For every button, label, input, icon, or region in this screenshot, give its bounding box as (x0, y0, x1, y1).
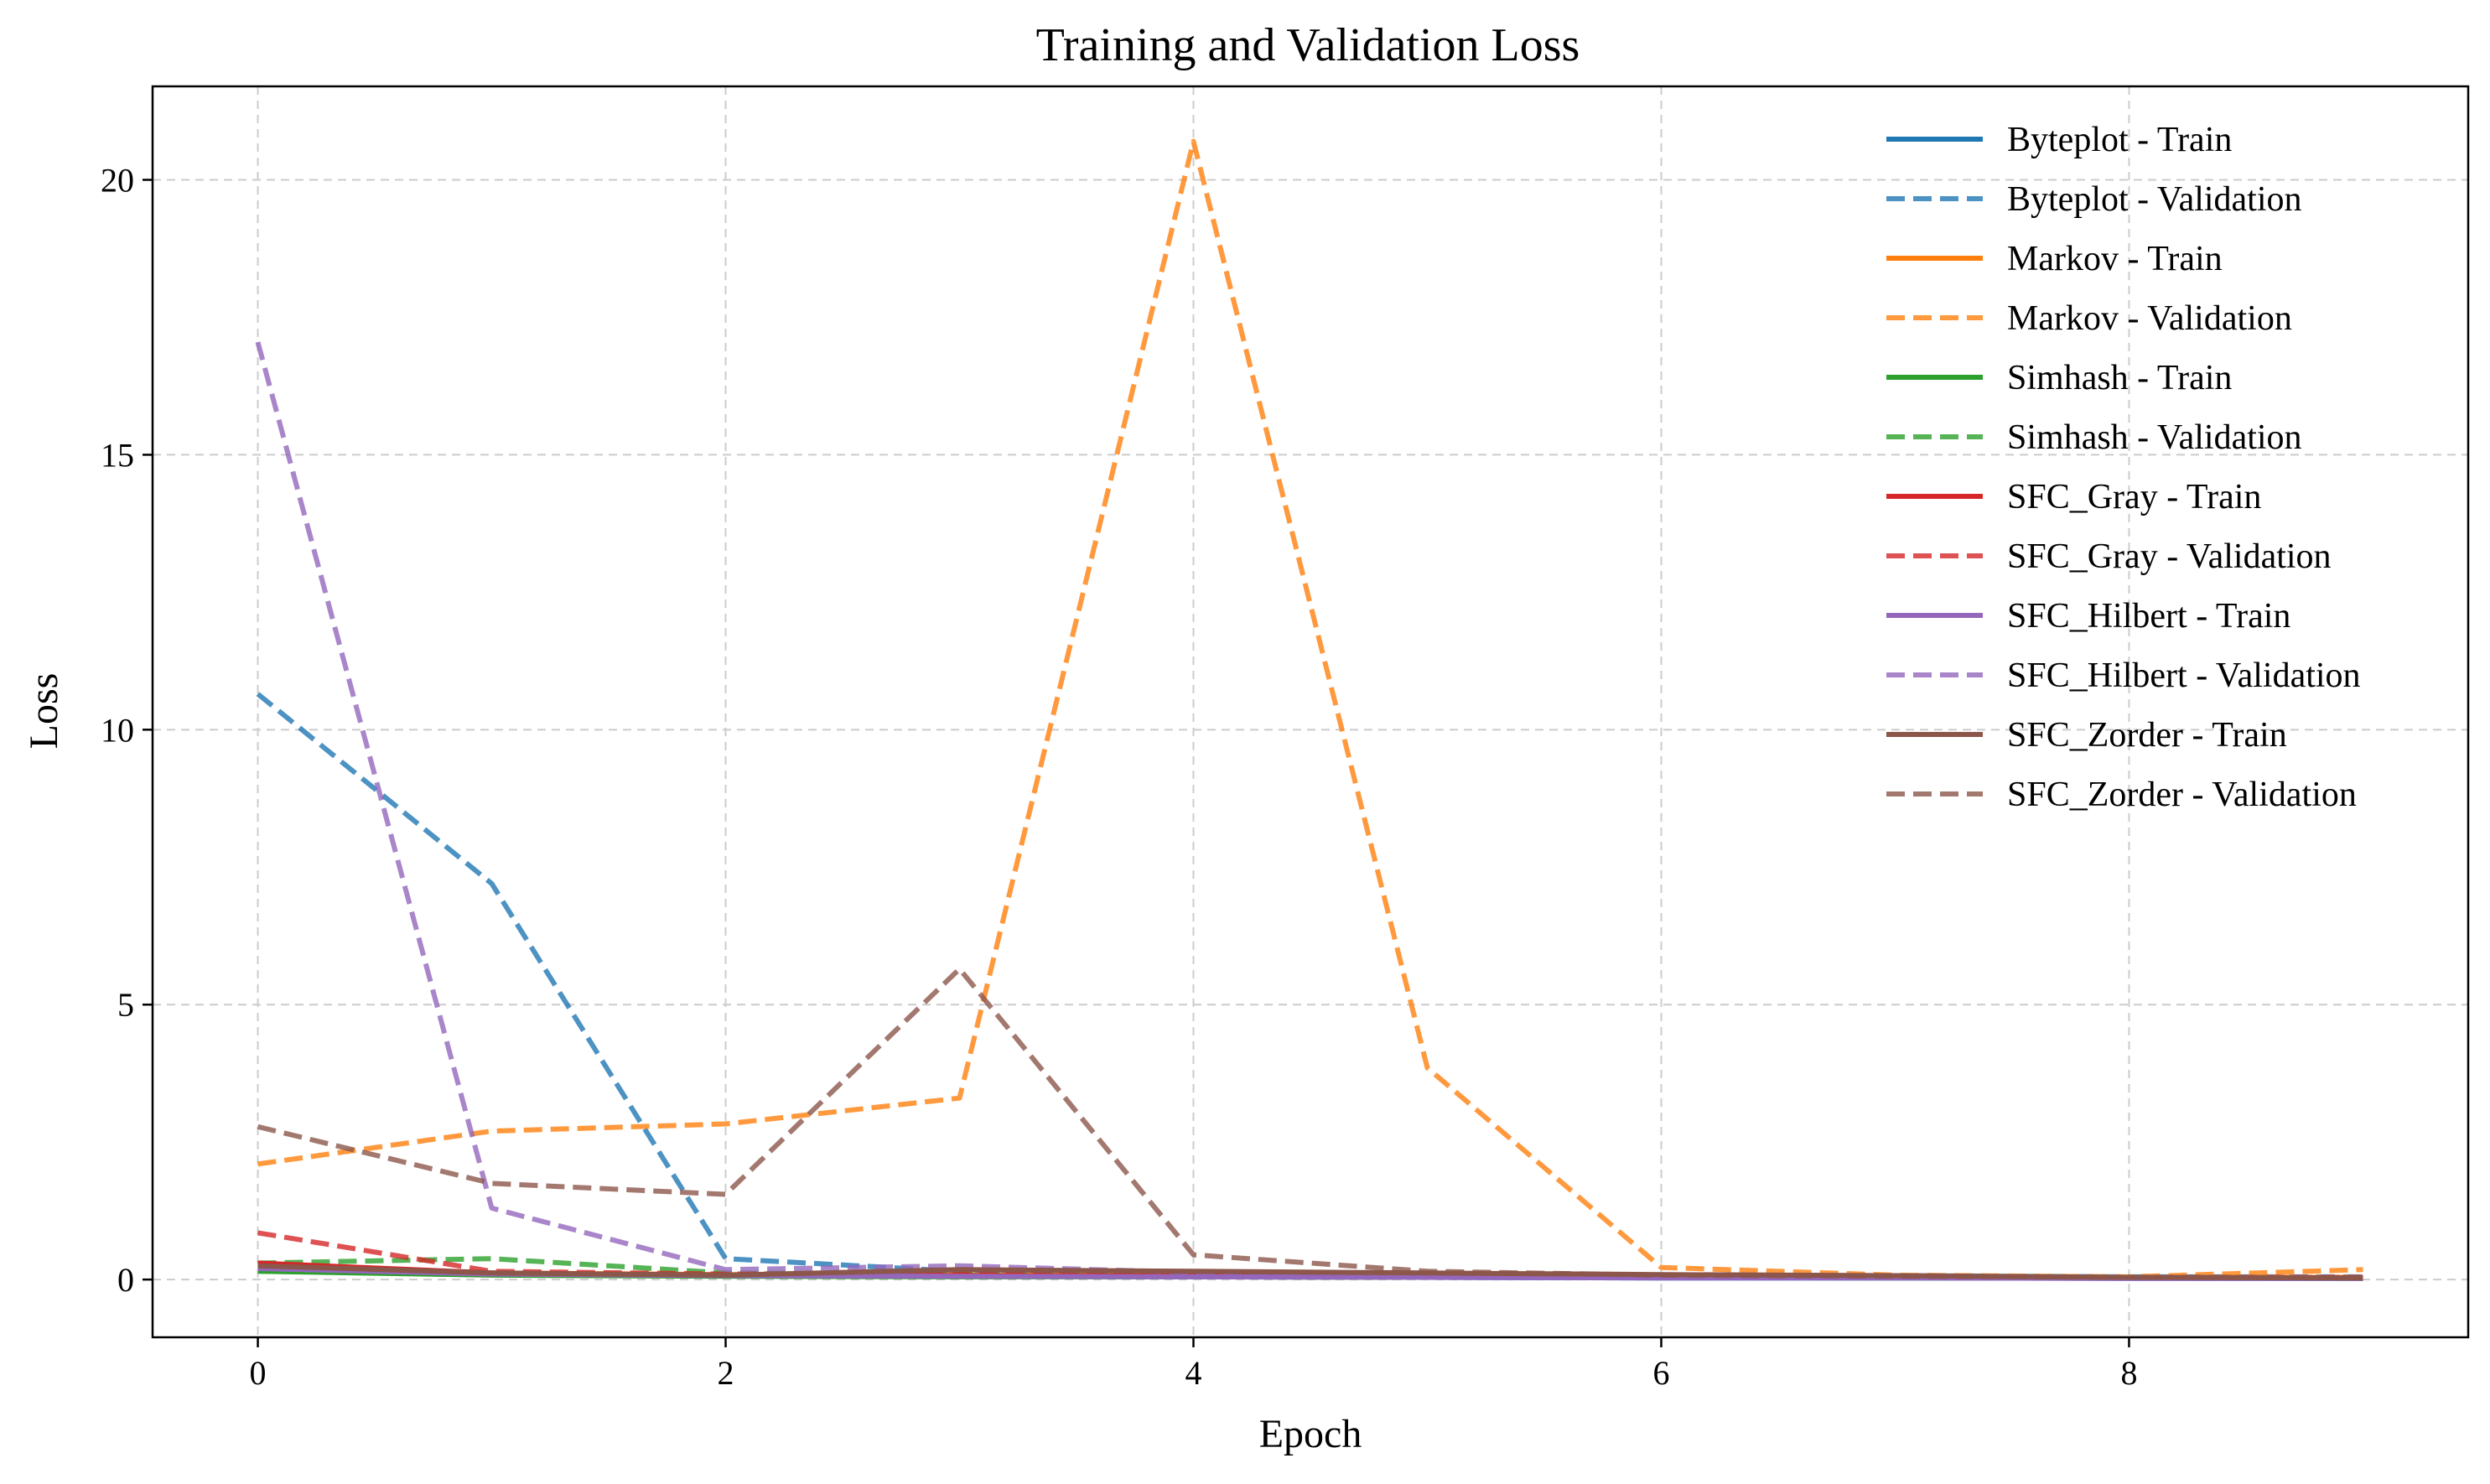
legend-label-simhash-validation: Simhash - Validation (2007, 418, 2302, 457)
legend-label-sfc-zorder-train: SFC_Zorder - Train (2007, 716, 2287, 755)
series-layer (255, 138, 2363, 1281)
y-tick-label: 10 (101, 711, 134, 749)
x-tick-label: 0 (250, 1354, 267, 1392)
legend-label-sfc-gray-validation: SFC_Gray - Validation (2007, 537, 2332, 576)
x-axis-label: Epoch (1259, 1412, 1362, 1456)
x-tick-label: 2 (718, 1354, 734, 1392)
y-axis-ticks: 0 5 10 15 20 (101, 161, 153, 1299)
y-axis-label: Loss (22, 673, 66, 750)
legend-label-sfc-hilbert-validation: SFC_Hilbert - Validation (2007, 656, 2361, 695)
legend-label-markov-validation: Markov - Validation (2007, 299, 2292, 338)
x-tick-label: 6 (1652, 1354, 1669, 1392)
plot-frame (151, 85, 2470, 1339)
legend-label-sfc-zorder-validation: SFC_Zorder - Validation (2007, 776, 2357, 814)
x-tick-label: 4 (1185, 1354, 1202, 1392)
legend: Byteplot - Train Byteplot - Validation Mar… (1886, 121, 2361, 814)
legend-label-sfc-hilbert-train: SFC_Hilbert - Train (2007, 597, 2290, 636)
x-axis-ticks: 0 2 4 6 8 (250, 1337, 2137, 1392)
legend-label-sfc-gray-train: SFC_Gray - Train (2007, 478, 2261, 516)
chart-title: Training and Validation Loss (1036, 19, 1580, 71)
series-line-sfc-zorder-validation (257, 966, 2363, 1281)
y-tick-label: 0 (117, 1261, 134, 1299)
y-tick-label: 15 (101, 436, 134, 474)
legend-label-simhash-train: Simhash - Train (2007, 359, 2232, 397)
y-tick-label: 5 (117, 986, 134, 1024)
x-tick-label: 8 (2120, 1354, 2137, 1392)
y-tick-label: 20 (101, 161, 134, 199)
legend-label-byteplot-train: Byteplot - Train (2007, 121, 2232, 159)
legend-label-markov-train: Markov - Train (2007, 240, 2223, 278)
legend-label-byteplot-validation: Byteplot - Validation (2007, 180, 2302, 219)
